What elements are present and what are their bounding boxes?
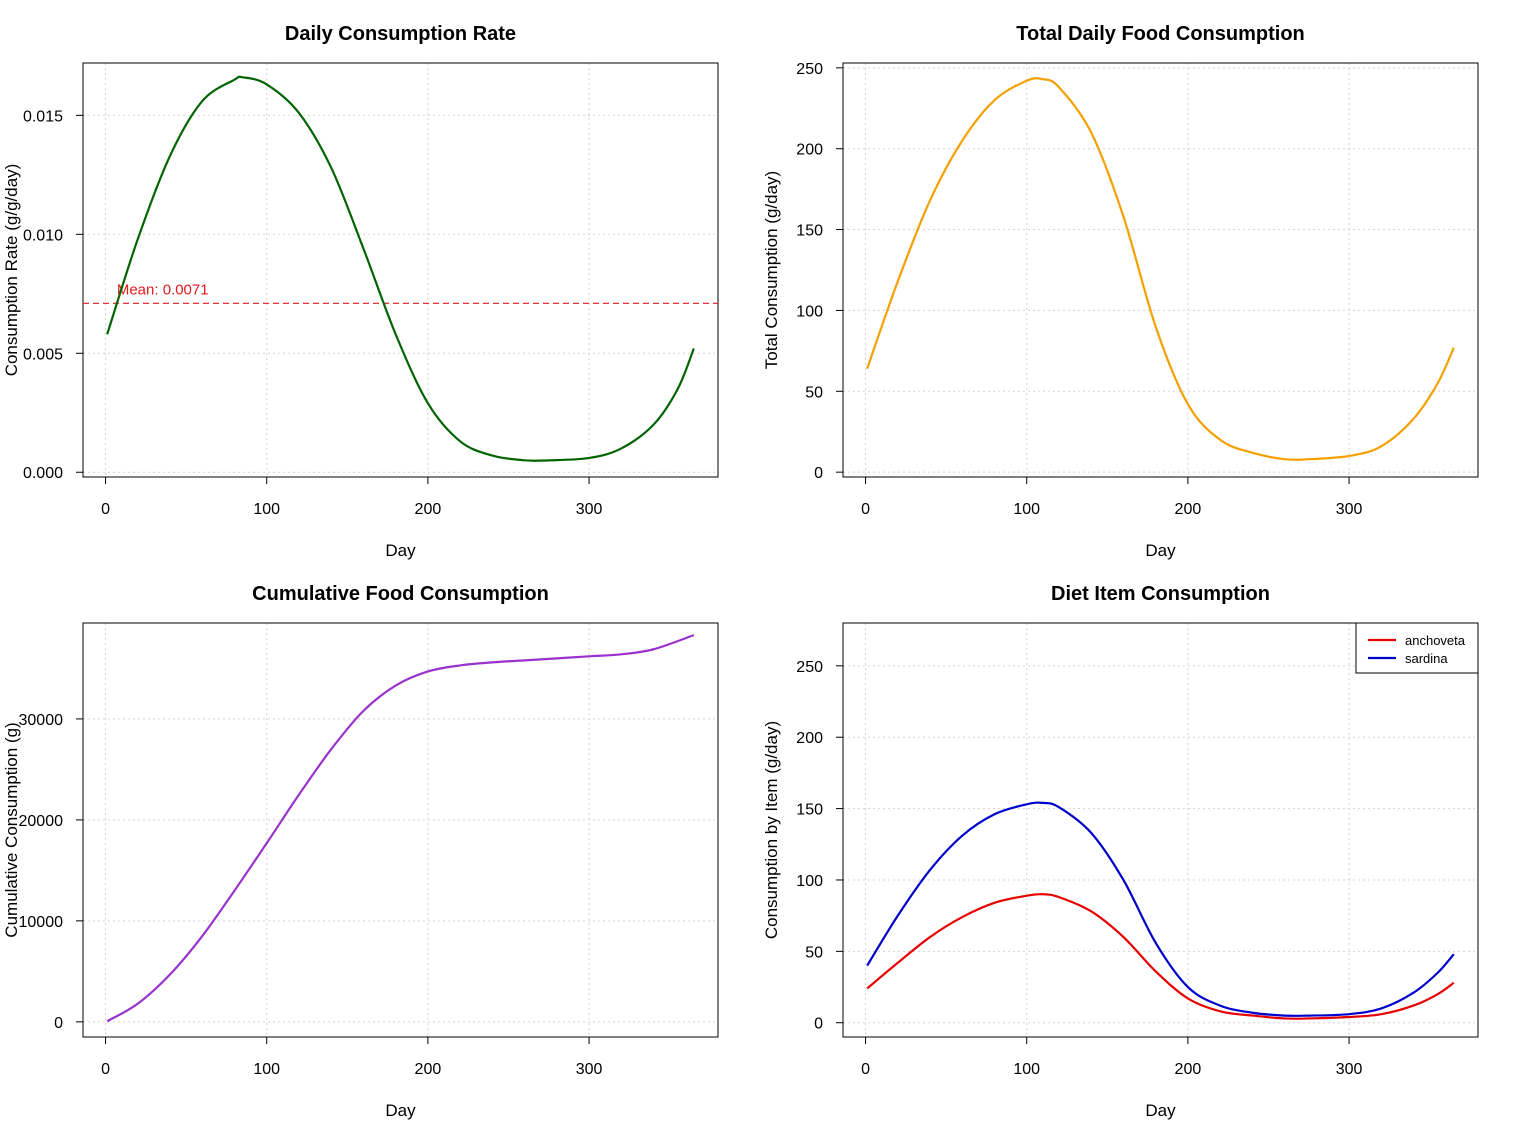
y-tick-label: 0.005 xyxy=(23,346,63,363)
plot-frame xyxy=(82,62,719,478)
x-axis-label: Day xyxy=(385,541,416,560)
x-axis-label: Day xyxy=(385,1101,416,1120)
x-tick-label: 100 xyxy=(253,501,280,518)
legend-box xyxy=(1355,622,1479,674)
x-tick-label: 0 xyxy=(861,501,870,518)
y-tick-label: 0.015 xyxy=(23,108,63,125)
y-tick-label: 0 xyxy=(814,1016,823,1033)
x-tick-label: 0 xyxy=(101,1061,110,1078)
chart-title: Diet Item Consumption xyxy=(1051,583,1270,605)
x-tick-label: 300 xyxy=(1336,501,1363,518)
x-tick-label: 100 xyxy=(253,1061,280,1078)
plot-frame xyxy=(842,622,1479,1038)
y-axis-label: Cumulative Consumption (g) xyxy=(2,722,21,937)
y-tick-label: 250 xyxy=(796,61,823,78)
x-axis-label: Day xyxy=(1145,1101,1176,1120)
series-line-series-1 xyxy=(106,634,695,1023)
y-tick-label: 0 xyxy=(814,465,823,482)
y-tick-label: 50 xyxy=(805,944,823,961)
y-tick-label: 0 xyxy=(54,1015,63,1032)
y-tick-label: 10000 xyxy=(19,914,64,931)
mean-annotation: Mean: 0.0071 xyxy=(117,281,209,298)
y-tick-label: 150 xyxy=(796,223,823,240)
chart-title: Cumulative Food Consumption xyxy=(252,583,549,605)
y-tick-label: 200 xyxy=(796,142,823,159)
legend-label-sardina: sardina xyxy=(1405,651,1448,666)
x-tick-label: 0 xyxy=(861,1061,870,1078)
y-axis-label: Consumption by Item (g/day) xyxy=(762,721,781,939)
y-tick-label: 30000 xyxy=(19,712,64,729)
chart-panel-4: 0 100 200 300 0 50 100 150 200 250 Diet Item Consu… xyxy=(762,583,1479,1120)
x-tick-label: 200 xyxy=(1175,1061,1202,1078)
y-tick-label: 20000 xyxy=(19,813,64,830)
y-tick-label: 200 xyxy=(796,730,823,747)
series-line-sardina xyxy=(866,801,1455,1017)
series-line-series-1 xyxy=(866,77,1455,461)
y-tick-label: 50 xyxy=(805,384,823,401)
x-tick-label: 300 xyxy=(576,501,603,518)
x-tick-label: 200 xyxy=(415,501,442,518)
series-line-series-1 xyxy=(106,75,695,462)
x-tick-label: 300 xyxy=(576,1061,603,1078)
chart-title: Total Daily Food Consumption xyxy=(1016,23,1305,45)
y-axis-label: Consumption Rate (g/g/day) xyxy=(2,164,21,377)
x-tick-label: 200 xyxy=(415,1061,442,1078)
x-tick-label: 200 xyxy=(1175,501,1202,518)
legend-label-anchoveta: anchoveta xyxy=(1405,633,1466,648)
y-tick-label: 150 xyxy=(796,802,823,819)
x-tick-label: 0 xyxy=(101,501,110,518)
y-tick-label: 250 xyxy=(796,659,823,676)
y-tick-label: 0.000 xyxy=(23,465,63,482)
series-line-anchoveta xyxy=(866,893,1455,1020)
x-tick-label: 100 xyxy=(1013,1061,1040,1078)
y-tick-label: 100 xyxy=(796,873,823,890)
chart-panel-2: 0 100 200 300 0 50 100 150 200 250 Total Daily Foo… xyxy=(762,23,1479,560)
plot-frame xyxy=(82,622,719,1038)
chart-title: Daily Consumption Rate xyxy=(285,23,516,45)
legend: anchoveta sardina xyxy=(1355,622,1479,674)
chart-panel-1: 0 100 200 300 0.000 0.005 0.010 0.015 Daily Cons… xyxy=(2,23,719,560)
x-axis-label: Day xyxy=(1145,541,1176,560)
chart-panel-3: 0 100 200 300 0 10000 20000 30000 Cumulative Foo… xyxy=(2,583,719,1120)
y-tick-label: 0.010 xyxy=(23,227,63,244)
x-tick-label: 300 xyxy=(1336,1061,1363,1078)
x-tick-label: 100 xyxy=(1013,501,1040,518)
y-axis-label: Total Consumption (g/day) xyxy=(762,171,781,369)
y-tick-label: 100 xyxy=(796,303,823,320)
plot-frame xyxy=(842,62,1479,478)
